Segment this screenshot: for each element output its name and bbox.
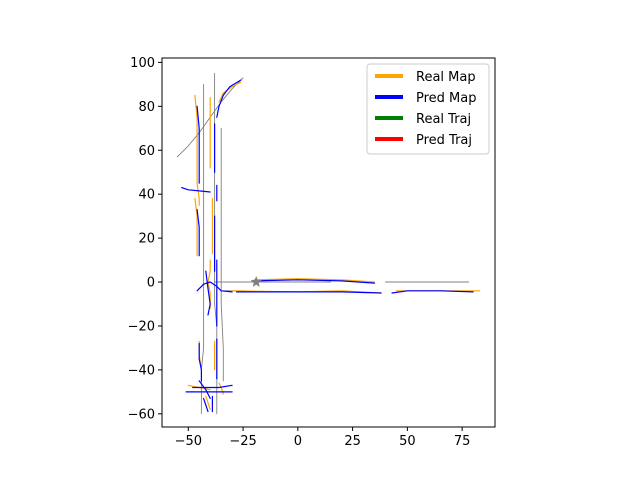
x-axis-ticks: −50 −25 0 25 50 75 — [175, 427, 471, 449]
pred-map-line — [205, 270, 211, 316]
x-tick-label: 0 — [294, 434, 302, 449]
legend-label: Real Map — [416, 70, 476, 85]
y-tick-label: 100 — [130, 56, 155, 71]
legend-label: Real Traj — [416, 112, 471, 127]
pred-map-line — [181, 187, 211, 193]
pred-map-line — [196, 105, 200, 184]
axes-frame — [161, 57, 496, 428]
pred-map-line — [253, 279, 376, 284]
legend-label: Pred Map — [416, 91, 477, 106]
pred-map-line — [196, 281, 233, 293]
legend-box — [366, 63, 490, 155]
y-tick-label: 60 — [138, 144, 155, 159]
pred-map-line — [196, 209, 200, 257]
pred-map-line — [203, 397, 209, 413]
y-tick-label: 20 — [138, 232, 155, 247]
y-tick-label: 80 — [138, 100, 155, 115]
centerline-line — [200, 83, 205, 415]
pred-map-line — [216, 79, 242, 118]
real-map-line — [207, 259, 211, 309]
x-tick-label: 25 — [344, 434, 361, 449]
real-map-line — [205, 395, 211, 410]
x-tick-label: −50 — [175, 434, 202, 449]
real-map-line — [194, 198, 198, 257]
pred-map-line — [198, 342, 202, 382]
pred-map-line — [391, 290, 474, 294]
legend: Real Map Pred Map Real Traj Pred Traj — [366, 63, 490, 155]
x-tick-label: 75 — [454, 434, 471, 449]
real-map-line — [253, 278, 376, 283]
y-tick-label: −60 — [128, 407, 155, 422]
y-tick-label: 0 — [147, 276, 155, 291]
y-tick-label: −40 — [128, 363, 155, 378]
ego-marker-icon — [250, 276, 262, 287]
legend-label: Pred Traj — [416, 133, 472, 148]
centerline-line — [220, 127, 224, 382]
pred-map-line — [235, 291, 382, 294]
y-tick-label: −20 — [128, 319, 155, 334]
x-tick-label: −25 — [229, 434, 256, 449]
y-axis-ticks: −60 −40 −20 0 20 40 60 80 100 — [128, 56, 162, 422]
plot-area — [161, 57, 496, 428]
pred-map-line — [198, 380, 211, 399]
x-tick-label: 50 — [399, 434, 416, 449]
y-tick-label: 40 — [138, 188, 155, 203]
real-map-line — [194, 94, 200, 206]
map-lines — [176, 72, 481, 415]
pred-map-line — [192, 384, 233, 389]
